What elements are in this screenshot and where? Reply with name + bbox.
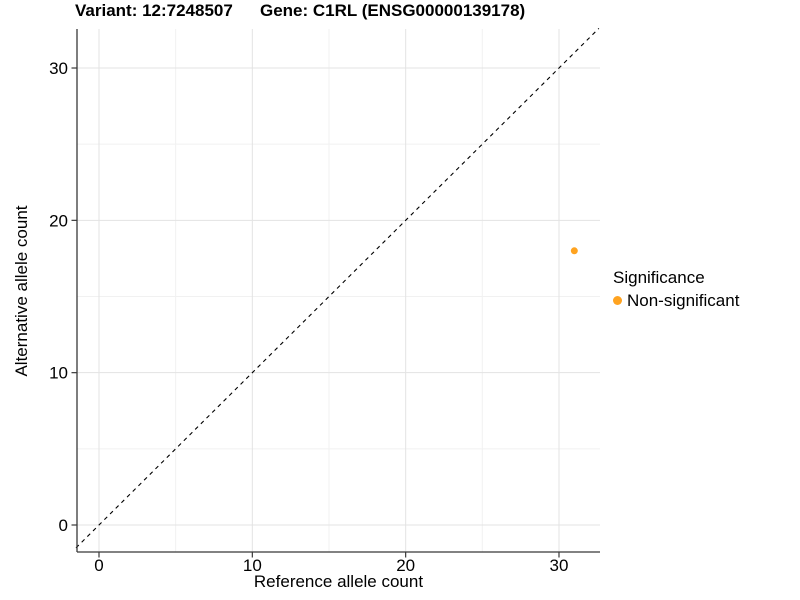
plot-title-gene: Gene: C1RL (ENSG00000139178) [260,1,526,20]
y-tick-label: 0 [59,516,68,535]
x-tick-label: 0 [94,556,103,575]
plot-title-variant: Variant: 12:7248507 [75,1,233,20]
legend-title: Significance [613,268,705,287]
legend-swatch-dot-icon [613,296,622,305]
legend-item-label: Non-significant [627,291,740,310]
x-tick-label: 20 [396,556,415,575]
y-tick-label: 20 [49,211,68,230]
x-tick-label: 30 [550,556,569,575]
legend: Significance Non-significant [613,268,739,310]
y-tick-label: 10 [49,364,68,383]
legend-item: Non-significant [613,291,739,310]
x-tick-label: 10 [243,556,262,575]
data-point [570,247,578,255]
identity-dashed-line [75,28,600,549]
y-tick-label: 30 [49,59,68,78]
y-axis-title: Alternative allele count [12,205,31,377]
x-axis-title: Reference allele count [253,572,424,591]
